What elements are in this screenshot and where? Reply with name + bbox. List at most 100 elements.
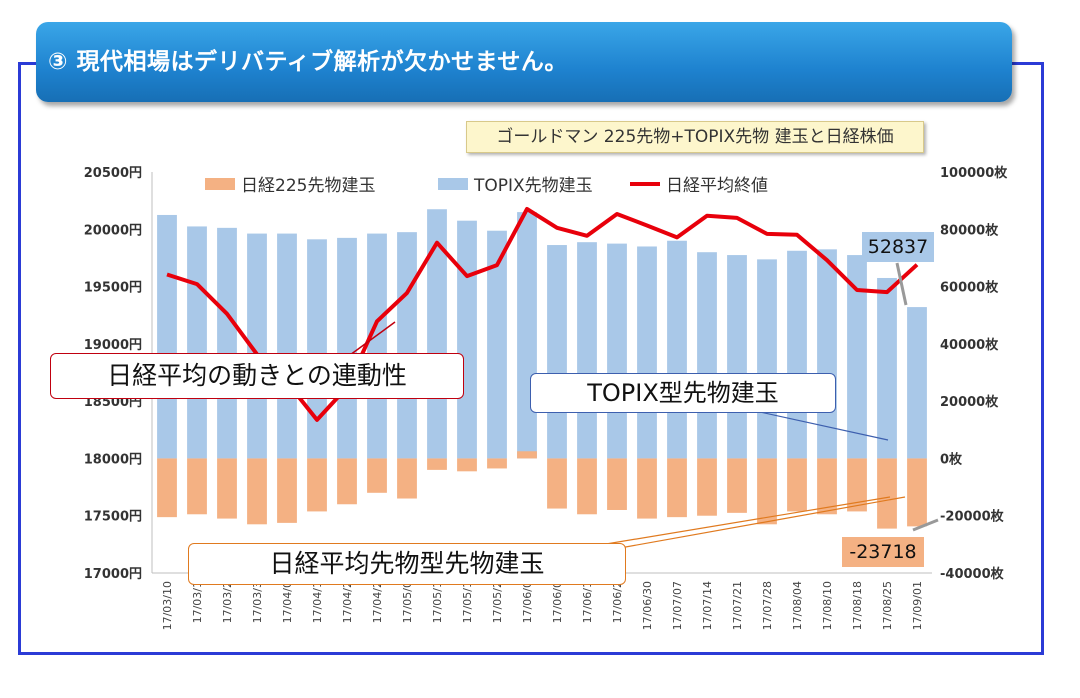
topix-bar xyxy=(247,233,267,459)
topix-bar xyxy=(607,243,627,459)
nikkei-bar xyxy=(487,458,507,469)
topix-bar xyxy=(457,220,477,459)
topix-bar xyxy=(547,245,567,459)
x-tick-label: 17/07/14 xyxy=(701,581,714,630)
nikkei-bar xyxy=(217,458,237,519)
topix-bar xyxy=(397,232,417,459)
topix-bar xyxy=(277,233,297,459)
nikkei-bar xyxy=(157,458,177,518)
callout-orange-pointer xyxy=(599,496,891,546)
legend-entry: 日経225先物建玉 xyxy=(241,176,375,196)
x-tick-label: 17/03/1 xyxy=(191,581,204,623)
x-tick-label: 17/08/25 xyxy=(881,581,894,630)
nikkei-bar xyxy=(517,451,537,459)
nikkei-bar xyxy=(247,458,267,525)
x-tick-label: 17/08/18 xyxy=(851,581,864,630)
y-left-tick-label: 20500円 xyxy=(84,166,142,181)
y-right-tick-label: 40000枚 xyxy=(940,337,999,353)
x-tick-label: 17/06/0 xyxy=(521,581,534,623)
legend-swatch xyxy=(438,178,468,190)
callout-nikkei-futures: 日経平均先物型先物建玉 xyxy=(188,543,626,585)
nikkei-bar xyxy=(757,458,777,525)
x-tick-label: 17/03/10 xyxy=(161,581,174,630)
topix-bar xyxy=(427,209,447,459)
nikkei-bar xyxy=(427,458,447,470)
y-right-tick-label: 0枚 xyxy=(940,451,963,467)
legend-entry: 日経平均終値 xyxy=(666,176,768,196)
topix-bar xyxy=(337,237,357,459)
x-tick-label: 17/03/2 xyxy=(221,581,234,623)
x-tick-label: 17/06/30 xyxy=(641,581,654,630)
nikkei-bar xyxy=(397,458,417,499)
y-right-tick-label: 80000枚 xyxy=(940,222,999,238)
x-tick-label: 17/04/2 xyxy=(341,581,354,623)
nikkei-bar xyxy=(727,458,747,513)
topix-bar xyxy=(907,307,927,459)
x-tick-label: 17/06/1 xyxy=(581,581,594,623)
legend-entry: TOPIX先物建玉 xyxy=(473,176,593,196)
nikkei-bar xyxy=(577,458,597,515)
y-right-tick-label: 100000枚 xyxy=(940,165,1008,181)
x-tick-label: 17/08/10 xyxy=(821,581,834,630)
x-tick-label: 17/07/21 xyxy=(731,581,744,630)
topix-bar xyxy=(727,255,747,459)
x-tick-label: 17/06/0 xyxy=(551,581,564,623)
x-tick-label: 17/05/1 xyxy=(461,581,474,623)
x-tick-label: 17/07/28 xyxy=(761,581,774,630)
topix-bar xyxy=(307,239,327,459)
y-right-tick-label: 60000枚 xyxy=(940,280,999,296)
nikkei-bar xyxy=(817,458,837,515)
y-right-tick-label: -40000枚 xyxy=(940,566,1005,582)
nikkei-bar xyxy=(337,458,357,505)
nikkei-bar xyxy=(277,458,297,523)
x-tick-label: 17/04/2 xyxy=(371,581,384,623)
value-label-leader xyxy=(895,262,908,306)
chart-title: ゴールドマン 225先物+TOPIX先物 建玉と日経株価 xyxy=(466,121,924,153)
nikkei-bar xyxy=(847,458,867,512)
nikkei-bar xyxy=(697,458,717,516)
nikkei-bar xyxy=(607,458,627,510)
nikkei-bar xyxy=(877,458,897,529)
x-tick-label: 17/03/3 xyxy=(251,581,264,623)
callout-topix-futures: TOPIX型先物建玉 xyxy=(530,373,836,413)
y-left-tick-label: 19500円 xyxy=(84,281,142,296)
topix-bar xyxy=(847,255,867,459)
y-right-tick-label: 20000枚 xyxy=(940,394,999,410)
topix-bar xyxy=(367,233,387,459)
nikkei-bar xyxy=(547,458,567,509)
nikkei-bar xyxy=(787,458,807,512)
x-tick-label: 17/05/1 xyxy=(431,581,444,623)
y-left-tick-label: 17000円 xyxy=(84,567,142,582)
topix-bar xyxy=(487,230,507,459)
topix-bar xyxy=(757,259,777,459)
callout-orange-pointer xyxy=(619,496,906,549)
nikkei-last-value-label: -23718 xyxy=(842,537,924,567)
topix-bar xyxy=(517,212,537,459)
callout-correlation: 日経平均の動きとの連動性 xyxy=(50,353,464,399)
title-banner xyxy=(36,22,1012,102)
y-left-tick-label: 19000円 xyxy=(84,338,142,353)
nikkei-bar xyxy=(187,458,207,515)
value-label-leader xyxy=(912,518,939,532)
nikkei-bar xyxy=(667,458,687,518)
x-tick-label: 17/06/2 xyxy=(611,581,624,623)
nikkei-bar xyxy=(367,458,387,493)
topix-bar xyxy=(637,246,657,459)
topix-bar xyxy=(667,240,687,459)
nikkei-bar xyxy=(637,458,657,519)
topix-bar xyxy=(157,214,177,459)
x-tick-label: 17/05/0 xyxy=(401,581,414,623)
topix-last-value-label: 52837 xyxy=(862,232,934,262)
nikkei-bar xyxy=(457,458,477,472)
y-left-tick-label: 20000円 xyxy=(84,223,142,238)
x-tick-label: 17/07/07 xyxy=(671,581,684,630)
topix-bar xyxy=(787,250,807,459)
topix-bar xyxy=(877,277,897,459)
y-left-tick-label: 17500円 xyxy=(84,510,142,525)
topix-bar xyxy=(187,226,207,459)
legend-swatch xyxy=(205,178,235,190)
topix-bar xyxy=(217,227,237,459)
topix-bar xyxy=(697,252,717,459)
y-right-tick-label: -20000枚 xyxy=(940,509,1005,525)
